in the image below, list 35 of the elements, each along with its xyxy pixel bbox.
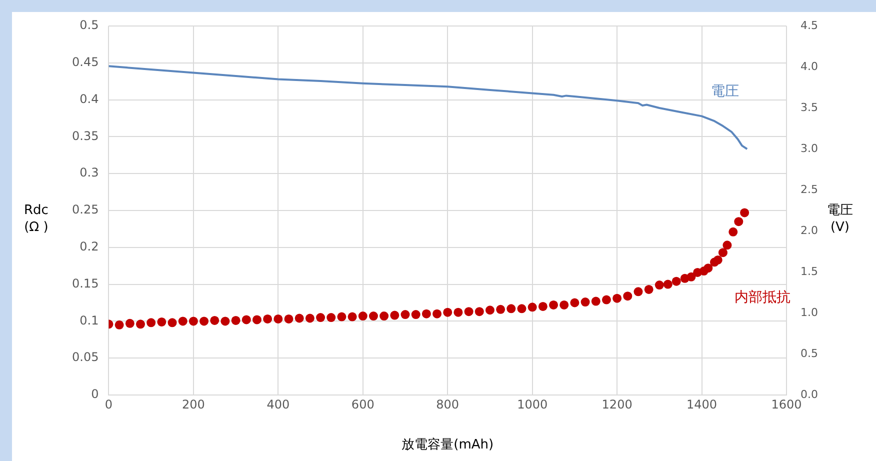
- x-tick-label: 1200: [602, 397, 632, 412]
- y-tick-label: 0.4: [80, 92, 99, 106]
- y-tick-label: 0.35: [72, 128, 99, 143]
- x-tick-label: 1400: [686, 397, 718, 412]
- y-tick-label: 0.1: [80, 313, 99, 328]
- x-tick-label: 0: [104, 397, 113, 412]
- y-tick-label: 0.15: [72, 276, 99, 290]
- x-axis-title: 放電容量(mAh): [402, 436, 494, 453]
- x-tick-label: 200: [182, 397, 205, 412]
- y2-tick-label: 4.0: [800, 60, 818, 73]
- x-tick-label: 400: [266, 397, 290, 412]
- y-axis-title: Rdc (Ω ): [24, 202, 48, 236]
- y-tick-label: 0.3: [80, 166, 99, 180]
- y2-tick-label: 3.5: [800, 100, 818, 114]
- y-tick-label: 0.05: [72, 350, 99, 364]
- y-tick-label: 0.45: [72, 55, 99, 70]
- y2-tick-label: 2.5: [800, 182, 818, 196]
- y2-axis-title: 電圧(V): [826, 202, 854, 236]
- y-tick-label: 0: [91, 387, 99, 402]
- y2-tick-label: 4.5: [800, 18, 818, 32]
- y2-tick-label: 1.0: [800, 306, 818, 319]
- series-label: 電圧: [711, 84, 740, 100]
- y2-tick-label: 0.5: [800, 346, 818, 360]
- text: 内部抵抗: [734, 289, 791, 306]
- y2-tick-label: 0.0: [800, 388, 818, 401]
- x-tick-label: 600: [351, 397, 374, 412]
- x-tick-label: 1600: [771, 397, 802, 412]
- y2-tick-label: 2.0: [800, 224, 818, 237]
- y-tick-label: 0.5: [80, 18, 99, 32]
- y2-tick-label: 1.5: [800, 264, 818, 278]
- x-tick-label: 800: [436, 397, 460, 412]
- y-tick-label: 0.2: [80, 240, 99, 254]
- y2-tick-label: 3.0: [800, 142, 818, 155]
- y-tick-label: 0.25: [72, 202, 99, 217]
- x-tick-label: 1000: [517, 397, 548, 412]
